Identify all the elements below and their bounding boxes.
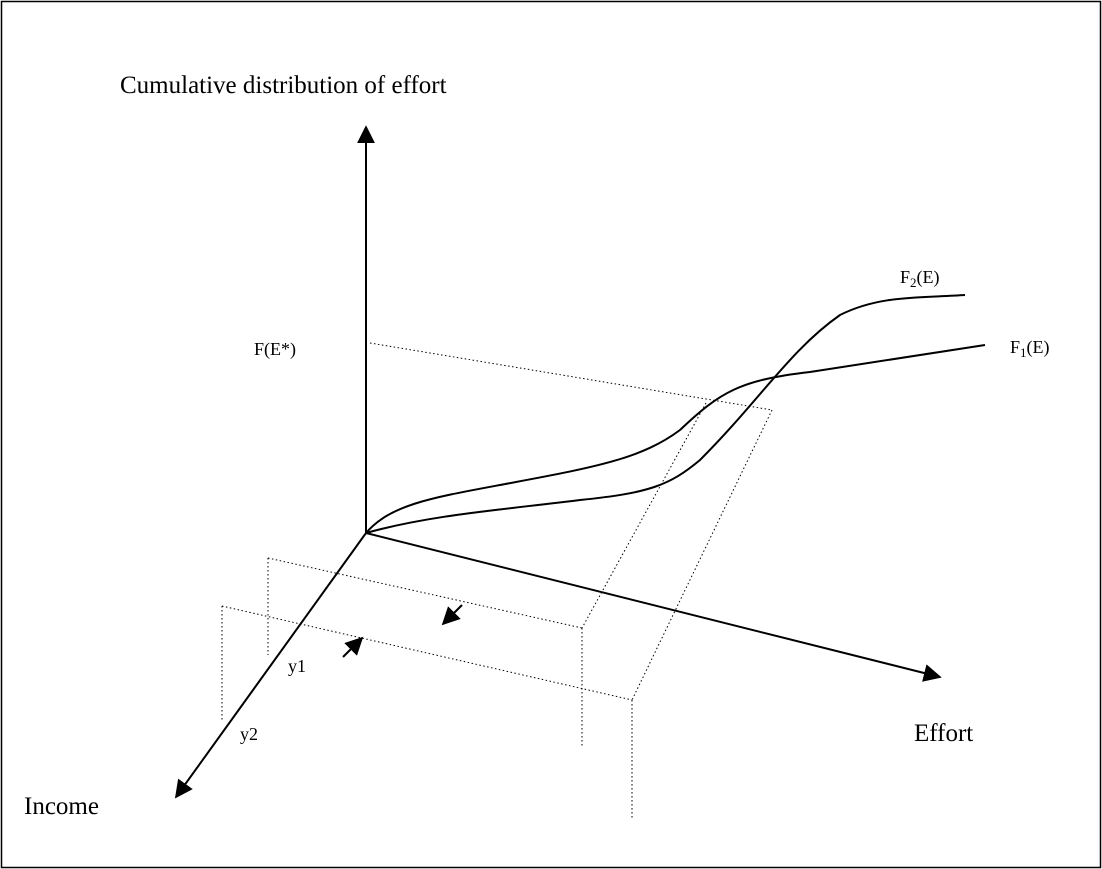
threshold-label: F(E*) xyxy=(254,339,296,360)
shift-arrow xyxy=(342,636,364,658)
curve-label: F2(E) xyxy=(900,267,940,290)
drop-line xyxy=(631,409,773,701)
shift-arrow xyxy=(441,604,463,626)
curve-label: F1(E) xyxy=(1010,337,1050,360)
axis-label: Effort xyxy=(914,720,973,747)
curve-f2 xyxy=(365,294,966,534)
axis-label: Cumulative distribution of effort xyxy=(120,72,447,99)
label-part: F xyxy=(900,267,910,287)
curve-f1 xyxy=(365,344,986,534)
label-part: (E) xyxy=(917,267,940,288)
label-sub: 1 xyxy=(1020,345,1027,360)
effort-axis xyxy=(365,532,942,682)
label-part: (E) xyxy=(1027,337,1050,358)
projection-line xyxy=(221,605,633,701)
threshold-line xyxy=(369,342,773,411)
label-part: F xyxy=(1010,337,1020,357)
income-axis xyxy=(174,532,367,799)
income-label: y1 xyxy=(288,656,306,676)
income-label: y2 xyxy=(240,724,258,744)
projection-line xyxy=(267,557,583,629)
axis-label: Income xyxy=(24,793,99,820)
label-sub: 2 xyxy=(910,275,917,290)
drop-line xyxy=(581,402,707,629)
